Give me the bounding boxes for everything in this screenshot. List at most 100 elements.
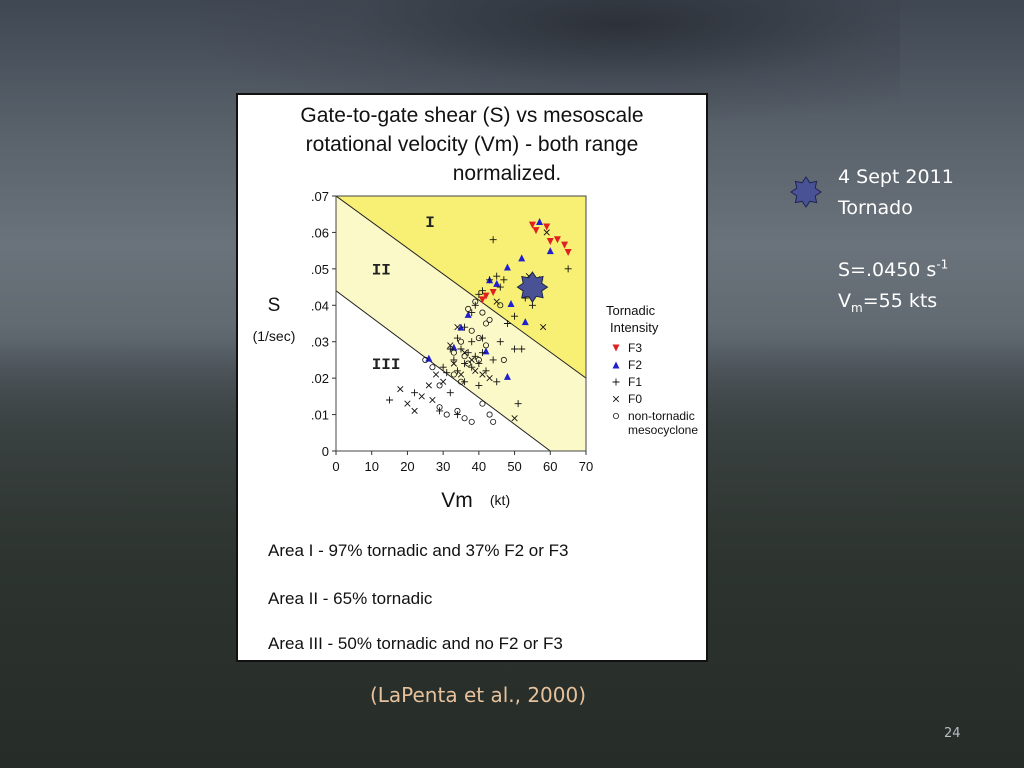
y-tick-label: .06 — [311, 225, 329, 240]
point-f2 — [536, 218, 544, 225]
x-tick-label: 10 — [364, 459, 378, 474]
y-axis-label: S — [268, 295, 281, 316]
point-f0 — [411, 407, 418, 415]
point-f3 — [564, 248, 572, 256]
point-f3 — [543, 223, 551, 231]
point-f0 — [432, 371, 440, 378]
point-f1 — [464, 349, 472, 357]
event-shear-value: S=.0450 s-1 — [838, 255, 1018, 286]
point-non-tornadic-mesocyclone — [479, 309, 486, 316]
point-f1 — [457, 345, 465, 353]
point-f0 — [540, 324, 547, 331]
point-f1 — [453, 367, 461, 375]
point-f3 — [482, 292, 490, 300]
point-f3 — [489, 289, 497, 297]
point-f1 — [514, 400, 522, 408]
point-f3 — [478, 296, 486, 304]
point-f1 — [475, 290, 483, 298]
y-tick-label: .07 — [311, 189, 329, 204]
point-f3 — [561, 241, 569, 249]
legend-marker — [612, 378, 620, 386]
region-label-III: III — [372, 356, 401, 374]
point-f1 — [496, 283, 504, 291]
point-f1 — [475, 360, 483, 368]
point-f3 — [528, 221, 536, 229]
point-f1 — [411, 389, 419, 397]
y-tick-label: .02 — [311, 371, 329, 386]
slide-number: 24 — [944, 726, 961, 741]
point-non-tornadic-mesocyclone — [454, 407, 461, 414]
point-f3 — [553, 236, 561, 244]
point-non-tornadic-mesocyclone — [422, 356, 429, 363]
x-axis-unit: (kt) — [490, 492, 510, 508]
legend-marker — [612, 361, 620, 369]
point-f1 — [443, 369, 451, 377]
point-non-tornadic-mesocyclone — [450, 371, 457, 378]
point-f1 — [511, 345, 519, 353]
point-non-tornadic-mesocyclone — [468, 327, 475, 334]
point-non-tornadic-mesocyclone — [486, 316, 493, 323]
event-velocity-value: Vm=55 kts — [838, 286, 1018, 317]
x-tick-label: 70 — [579, 459, 593, 474]
chart-legend: Tornadic Intensity F3 F2 F1 F0 non-tornadicmes… — [606, 303, 698, 437]
legend-label: F3 — [628, 341, 642, 355]
point-f2 — [464, 310, 472, 318]
point-f0 — [472, 367, 479, 374]
boundary-line-1 — [336, 196, 586, 379]
region-label-II: II — [372, 261, 391, 279]
point-f0 — [454, 324, 461, 331]
legend-label: F0 — [628, 392, 642, 406]
point-f1 — [439, 363, 447, 371]
point-non-tornadic-mesocyclone — [479, 400, 486, 407]
y-tick-label: .01 — [311, 408, 329, 423]
point-f0 — [397, 385, 404, 393]
x-tick-label: 50 — [507, 459, 521, 474]
point-f1 — [468, 363, 476, 371]
point-f2 — [518, 254, 526, 262]
point-f0 — [479, 371, 486, 378]
point-f0 — [543, 229, 550, 236]
note-area-2: Area II - 65% tornadic — [268, 589, 433, 608]
point-f3 — [532, 227, 540, 235]
point-non-tornadic-mesocyclone — [482, 342, 490, 349]
point-f1 — [461, 360, 469, 368]
point-f1 — [461, 378, 469, 386]
event-type: Tornado — [838, 197, 913, 219]
point-f1 — [446, 389, 454, 397]
point-f1 — [450, 356, 458, 364]
event-velocity-subscript: m — [851, 300, 863, 315]
point-non-tornadic-mesocyclone — [482, 320, 490, 327]
highlight-star-marker — [516, 271, 549, 303]
legend-title: Intensity — [610, 320, 659, 335]
y-tick-label: 0 — [322, 444, 329, 459]
figure-title-line-1: Gate-to-gate shear (S) vs mesoscale — [300, 104, 644, 127]
point-f0 — [425, 382, 432, 389]
event-annotation: 4 Sept 2011 Tornado S=.0450 s-1 Vm=55 kt… — [838, 162, 1018, 317]
point-f2 — [493, 279, 501, 287]
x-tick-label: 20 — [400, 459, 414, 474]
point-f0 — [457, 371, 465, 378]
x-tick-label: 60 — [543, 459, 557, 474]
legend-label: F2 — [628, 358, 642, 372]
point-f2 — [503, 263, 511, 271]
figure-title-line-2: rotational velocity (Vm) - both range — [305, 133, 639, 156]
point-f1 — [478, 287, 486, 295]
event-velocity-text: =55 kts — [862, 290, 938, 312]
region-label-I: I — [425, 214, 435, 232]
point-f2 — [507, 299, 515, 307]
point-non-tornadic-mesocyclone — [457, 338, 465, 345]
point-f1 — [475, 381, 483, 389]
event-shear-unit-exp: -1 — [936, 257, 949, 272]
event-shear-text: S=.0450 s — [838, 259, 937, 281]
point-non-tornadic-mesocyclone — [497, 302, 504, 309]
point-non-tornadic-mesocyclone — [450, 349, 457, 356]
point-f1 — [386, 396, 394, 404]
boundary-line-2 — [336, 290, 551, 451]
point-non-tornadic-mesocyclone — [472, 298, 479, 305]
point-non-tornadic-mesocyclone — [475, 335, 482, 342]
point-f0 — [450, 360, 457, 367]
note-area-3: Area III - 50% tornadic and no F2 or F3 — [268, 634, 563, 653]
point-f0 — [404, 400, 411, 407]
legend-label: F1 — [628, 375, 642, 389]
point-f0 — [447, 342, 454, 349]
